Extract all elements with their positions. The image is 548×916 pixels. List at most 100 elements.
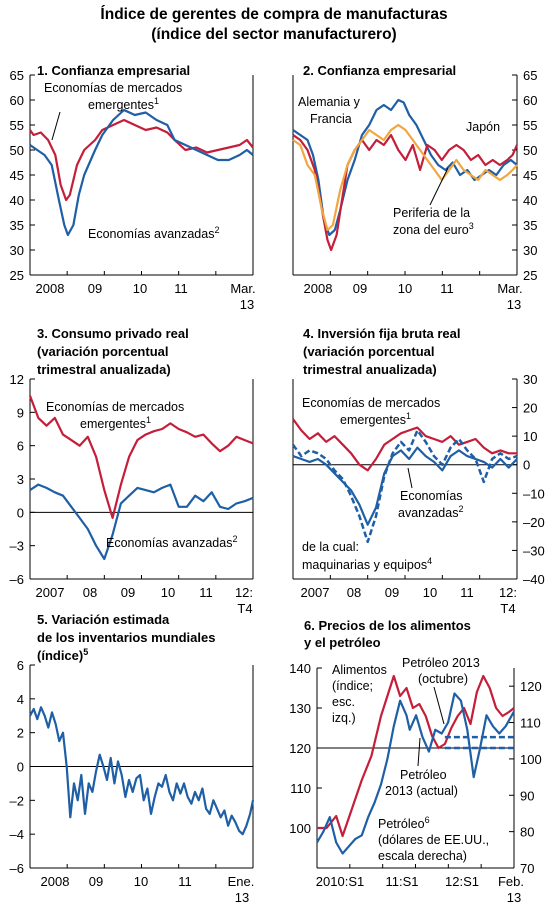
panel-p3-ytick-label: 12 [10, 372, 24, 387]
figure-title-line1: Índice de gerentes de compra de manufact… [100, 6, 448, 23]
panel-p6-ytick-right-label: 120 [520, 679, 542, 694]
panel-p4-ytick-label: 10 [523, 429, 537, 444]
p6-label-oct1: Petróleo 2013 [402, 656, 480, 670]
p6-label-food3: esc. [332, 695, 355, 709]
panel-p6-xtick-label: 2010:S1 [316, 874, 364, 889]
panel-p6-ytick-right-label: 100 [520, 752, 542, 767]
panel-p2-xtick-label: 2008 [304, 281, 333, 296]
panel-p6-ytick-left-label: 120 [289, 741, 311, 756]
panel-p1-ytick-label: 45 [10, 168, 24, 183]
panel-p3-xtick-label: 08 [83, 585, 97, 600]
panel-p1-xtick-label: 11 [174, 281, 188, 296]
panel-p3-ytick-label: –6 [10, 572, 24, 587]
panel-p3-ytick-label: 0 [17, 505, 24, 520]
panel-p4-title-2: trimestral anualizada) [303, 362, 437, 377]
panel-p6-title-1: y el petróleo [304, 635, 381, 650]
panel-p2-series-1-line [292, 133, 519, 252]
panel-p2-ytick-label: 40 [523, 193, 537, 208]
panel-p4-xtick-label: 12: [499, 585, 517, 600]
p6-label-oil2: (dólares de EE.UU., [378, 833, 489, 847]
panel-p5-ytick-label: 2 [17, 726, 24, 741]
panel-p5-xtick-label: 09 [89, 874, 103, 889]
panel-p3-ytick-label: –3 [10, 539, 24, 554]
panel-p5-xtick-label: 13 [235, 890, 249, 905]
panel-p1-xtick-label: 2008 [36, 281, 65, 296]
p2-label-jp: Japón [466, 120, 500, 134]
panel-p6-ytick-left-label: 110 [290, 781, 311, 796]
p4-label-em1: Economías de mercados [302, 396, 440, 410]
panel-p5-ytick-label: 6 [17, 658, 24, 673]
panel-p3-xtick-label: 11 [199, 585, 213, 600]
p4-label-adv-leader [407, 467, 413, 489]
panel-p2-ytick-label: 50 [523, 143, 537, 158]
panel-p3-series-0-line [28, 395, 254, 520]
panel-p5-title-1: de los inventarios mundiales [37, 630, 215, 645]
panel-p6-series-0-line [317, 674, 515, 838]
panel-p1-ytick-label: 25 [10, 268, 24, 283]
panel-p1-xtick-label: 10 [133, 281, 147, 296]
panel-p6-xtick-label: 12:S1 [445, 874, 479, 889]
panel-p1-ytick-label: 65 [10, 68, 24, 83]
panel-p1-xtick-label: 09 [88, 281, 102, 296]
panel-p5-ytick-label: –2 [10, 793, 24, 808]
p6-label-oil3: escala derecha) [378, 849, 467, 863]
panel-p2-xtick-label: 13 [507, 297, 521, 312]
panel-p5-ytick-label: 0 [17, 760, 24, 775]
p3-label-em2: emergentes1 [80, 415, 151, 431]
panel-p3-ytick-label: 9 [17, 405, 24, 420]
p2-label-per-leader [429, 167, 449, 206]
panel-p6-ytick-left-label: 130 [289, 701, 311, 716]
panel-p2-xtick-label: 11 [440, 281, 454, 296]
panel-p4-xtick-label: 2007 [301, 585, 330, 600]
panel-p4-xtick-label: 10 [423, 585, 437, 600]
panel-p4-ytick-label: 20 [523, 401, 537, 416]
p1-label-em-leader [51, 111, 61, 141]
panel-p3-xtick-label: 10 [161, 585, 175, 600]
panel-p4-xtick-label: T4 [500, 601, 515, 616]
panel-p5-series-0-line [29, 706, 255, 836]
panel-p2-xtick-label: Mar. [497, 281, 522, 296]
panel-p5-title-2: (índice)5 [37, 647, 88, 663]
panel-p6-ytick-right-label: 110 [520, 716, 541, 731]
p6-label-oct-leader [433, 686, 445, 725]
panel-p3-xtick-label: T4 [237, 601, 252, 616]
p6-label-act-leader [417, 737, 421, 767]
panel-p6-title-0: 6. Precios de los alimentos [304, 618, 471, 633]
panel-p1-ytick-label: 50 [10, 143, 24, 158]
panel-p1-title-0: 1. Confianza empresarial [37, 63, 190, 78]
panel-p3-title-1: (variación porcentual [37, 344, 168, 359]
panel-p4-xtick-label: 09 [385, 585, 399, 600]
panel-p6-xtick-label: 13 [507, 890, 521, 905]
panel-p3-title-2: trimestral anualizada) [37, 362, 171, 377]
panel-p6-xtick-label: Feb. [498, 874, 524, 889]
p2-label-per1: Periferia de la [393, 206, 470, 220]
panel-p2-ytick-label: 45 [523, 168, 537, 183]
p1-label-em2: emergentes1 [88, 96, 159, 112]
figure-title-line2: (índice del sector manufacturero) [151, 26, 397, 43]
panel-p3-xtick-label: 09 [121, 585, 135, 600]
p3-label-em1: Economías de mercados [46, 400, 184, 414]
p6-label-oct2: (octubre) [418, 672, 468, 686]
panel-p4-title-0: 4. Inversión fija bruta real [303, 326, 461, 341]
panel-p2-series-2-line [292, 123, 518, 232]
p4-label-mach1: de la cual: [302, 540, 359, 554]
panel-p1-xtick-label: Mar. [230, 281, 255, 296]
p2-label-de1: Alemania y [298, 95, 361, 109]
panel-p3-title-0: 3. Consumo privado real [37, 326, 189, 341]
p6-label-oil1: Petróleo6 [378, 815, 430, 831]
panel-p6-ytick-left-label: 100 [289, 821, 311, 836]
panel-p6-series-1-line [316, 692, 515, 855]
panel-p6-ytick-right-label: 90 [520, 788, 534, 803]
p2-label-per2: zona del euro3 [393, 221, 474, 237]
panel-p5-title-0: 5. Variación estimada [37, 612, 170, 627]
panel-p1-ytick-label: 40 [10, 193, 24, 208]
panel-p6-xtick-label: 11:S1 [385, 874, 418, 889]
panel-p2-ytick-label: 25 [523, 268, 537, 283]
panel-p5-ytick-label: 4 [17, 692, 24, 707]
p4-label-adv2: avanzadas2 [398, 504, 463, 520]
p4-label-mach2: maquinarias y equipos4 [302, 556, 432, 572]
panel-p3-xtick-label: 2007 [36, 585, 65, 600]
p3-label-adv: Economías avanzadas2 [106, 534, 237, 550]
panel-p5-xtick-label: 10 [134, 874, 148, 889]
panel-p3-series-1-line [29, 483, 254, 561]
